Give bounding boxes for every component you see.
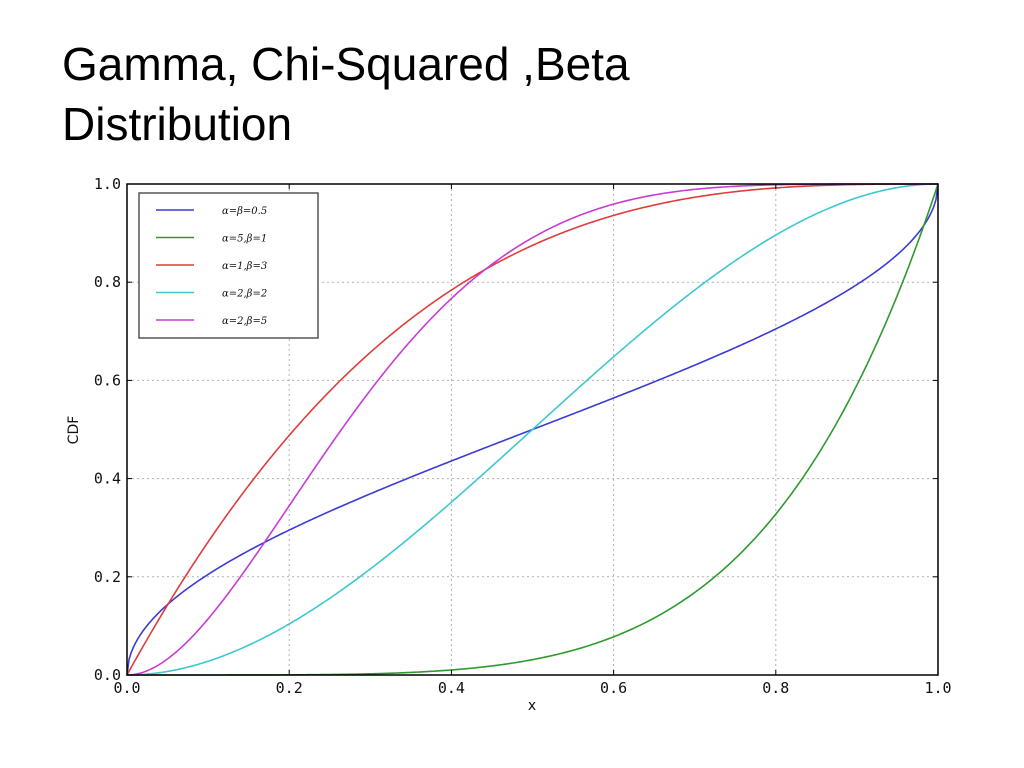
x-axis-label: x: [528, 698, 536, 714]
slide-title-line-2: Distribution: [62, 98, 293, 150]
legend-label: α=5,β=1: [222, 234, 267, 245]
x-tick-label: 0.2: [276, 679, 303, 697]
legend: α=β=0.5 α=5,β=1 α=1,β=3 α=2,β=2 α=2,β=5: [138, 192, 319, 339]
y-tick-label: 1.0: [94, 175, 121, 193]
y-tick-label: 0.2: [94, 568, 121, 586]
x-tick-label: 0.0: [113, 679, 140, 697]
legend-label: α=1,β=3: [222, 261, 267, 272]
plot-frame: [126, 183, 939, 676]
series-line: [126, 183, 939, 676]
y-tick-label: 0.6: [94, 371, 121, 389]
x-tick-label: 1.0: [924, 679, 951, 697]
legend-label: α=β=0.5: [222, 206, 267, 217]
slide-title-line-1: Gamma, Chi-Squared ,Beta: [62, 38, 630, 90]
x-tick-label: 0.8: [762, 679, 789, 697]
y-axis-label: CDF: [66, 416, 82, 445]
y-tick-label: 0.0: [94, 666, 121, 684]
series-line: [126, 183, 938, 676]
y-tick-label: 0.4: [94, 470, 121, 488]
x-tick-label: 0.6: [600, 679, 627, 697]
legend-label: α=2,β=5: [222, 316, 267, 327]
x-tick-label: 0.4: [438, 679, 465, 697]
y-tick-label: 0.8: [94, 273, 121, 291]
legend-label: α=2,β=2: [222, 289, 267, 300]
ticks: 0.0 0.2 0.4 0.6 0.8 1.0 0.0 0.2 0.4 0.6 0.8 1.0: [94, 175, 952, 697]
slide-title: Gamma, Chi-Squared ,Beta Distribution: [62, 34, 962, 154]
